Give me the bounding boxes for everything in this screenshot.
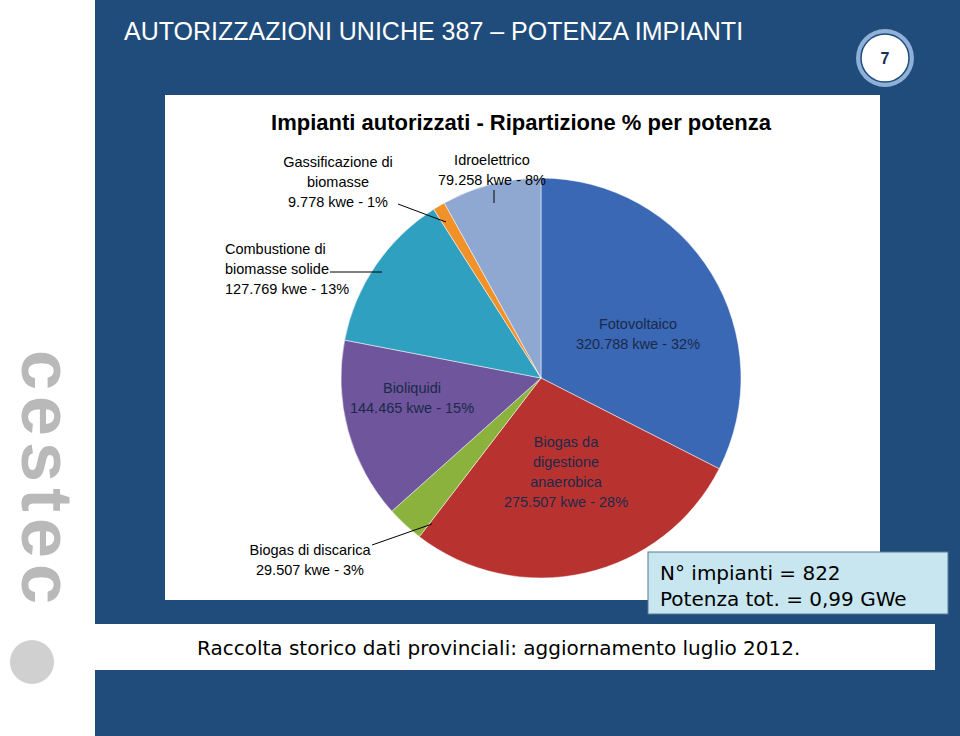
info-text: N° impianti = 822 (660, 561, 841, 585)
leader-line (398, 204, 446, 222)
category-label: Fotovoltaico (599, 316, 677, 332)
info-box (648, 552, 948, 614)
leader-line (330, 272, 382, 273)
slide: cestec AUTORIZZAZIONI UNICHE 387 – POTENZ… (0, 0, 960, 736)
logo-mark (10, 640, 54, 684)
footer: Raccolta storico dati provinciali: aggio… (197, 636, 800, 660)
leader-line (494, 190, 495, 203)
data-label: 29.507 kwe - 3% (256, 562, 364, 578)
category-label: Gassificazione dibiomasse (283, 154, 393, 190)
data-label: 144.465 kwe - 15% (350, 400, 474, 416)
background (0, 0, 960, 736)
data-label: 79.258 kwe - 8% (438, 172, 546, 188)
category-label: Biogas dadigestioneanaerobica (530, 434, 603, 490)
frame (95, 0, 960, 736)
page-number: 7 (881, 50, 890, 67)
category-label: Combustione dibiomasse solide (225, 241, 329, 277)
page-ring (856, 29, 914, 87)
leader-line (372, 524, 432, 545)
data-label: 275.507 kwe - 28% (504, 494, 628, 510)
chart-title: Impianti autorizzati - Ripartizione % pe… (271, 110, 772, 135)
chart-panel (165, 95, 880, 600)
logo: cestec (7, 350, 87, 610)
data-label: 127.769 kwe - 13% (225, 281, 349, 297)
footer-band (95, 624, 935, 670)
category-label: Idroelettrico (454, 152, 530, 168)
category-label: Bioliquidi (383, 380, 441, 396)
page-circle (861, 34, 909, 82)
pie (341, 178, 741, 578)
info-text: Potenza tot. = 0,99 GWe (660, 587, 907, 611)
category-label: Biogas di discarica (250, 542, 372, 558)
pie-slice (444, 178, 541, 378)
data-label: 320.788 kwe - 32% (576, 336, 700, 352)
slide-title: AUTORIZZAZIONI UNICHE 387 – POTENZA IMPI… (124, 17, 743, 45)
data-label: 9.778 kwe - 1% (288, 194, 388, 210)
